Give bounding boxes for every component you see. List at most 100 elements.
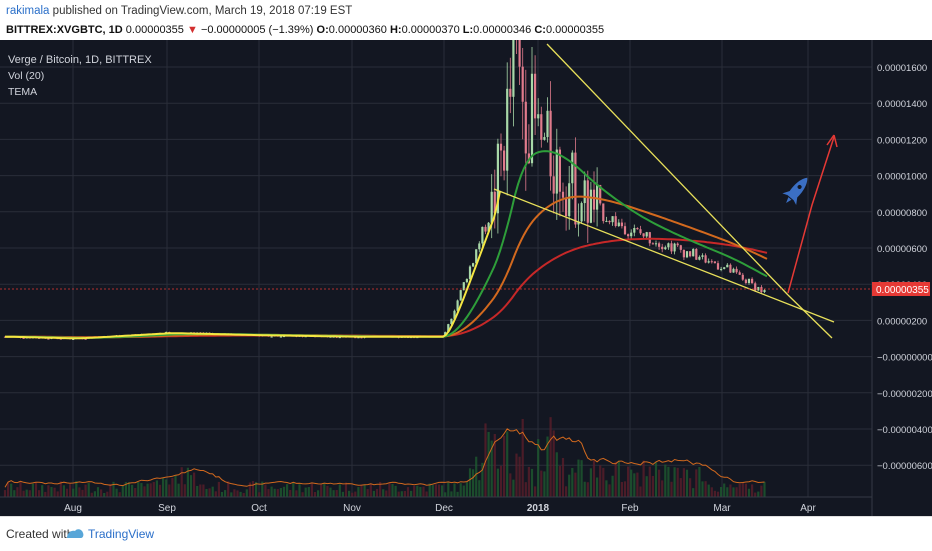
y-tick-label: 0.00000600 bbox=[877, 244, 927, 255]
candle-body bbox=[661, 246, 664, 250]
volume-bar bbox=[208, 488, 211, 497]
volume-bar bbox=[375, 488, 379, 497]
x-tick-label: Apr bbox=[800, 503, 816, 514]
volume-bar bbox=[490, 440, 493, 497]
volume-bar bbox=[462, 485, 465, 497]
volume-bar bbox=[589, 468, 592, 497]
volume-bar bbox=[47, 485, 50, 497]
volume-bar bbox=[713, 490, 716, 497]
volume-bar bbox=[270, 486, 273, 497]
candle-body bbox=[537, 114, 540, 119]
candle-body bbox=[747, 278, 751, 283]
candle-body bbox=[685, 251, 689, 258]
candle-body bbox=[357, 337, 360, 339]
volume-bar bbox=[524, 482, 527, 497]
volume-bar bbox=[444, 492, 447, 497]
volume-bar bbox=[25, 489, 28, 497]
volume-bar bbox=[267, 489, 270, 497]
volume-bar bbox=[571, 468, 574, 497]
volume-bar bbox=[534, 486, 537, 497]
price-axis[interactable] bbox=[872, 40, 932, 516]
candle-body bbox=[744, 279, 747, 283]
volume-bar bbox=[627, 466, 630, 497]
breakout-arrow[interactable] bbox=[787, 136, 835, 294]
tradingview-link[interactable]: TradingView bbox=[88, 527, 155, 541]
candle-body bbox=[490, 191, 493, 223]
volume-bar bbox=[7, 482, 10, 497]
volume-bar bbox=[72, 488, 75, 497]
upper-trendline-ext[interactable] bbox=[787, 294, 833, 339]
volume-bar bbox=[177, 483, 180, 497]
volume-bar bbox=[716, 491, 720, 497]
candle-body bbox=[592, 189, 596, 210]
volume-bar bbox=[617, 461, 620, 497]
candle-body bbox=[664, 247, 667, 250]
candle-body bbox=[530, 73, 534, 164]
candle-body bbox=[565, 197, 568, 217]
volume-bar bbox=[651, 475, 654, 497]
legend-vol: Vol (20) bbox=[8, 70, 44, 82]
volume-bar bbox=[698, 467, 701, 497]
upper-trendline[interactable] bbox=[546, 43, 789, 296]
candle-body bbox=[549, 110, 552, 177]
candle-body bbox=[282, 336, 286, 338]
volume-bar bbox=[307, 487, 310, 497]
chart-background bbox=[0, 40, 932, 516]
candle-body bbox=[704, 255, 707, 263]
volume-bar bbox=[639, 486, 642, 497]
created-with-text: Created with bbox=[6, 527, 74, 541]
candle-body bbox=[589, 189, 592, 223]
volume-bar bbox=[552, 430, 555, 497]
volume-bar bbox=[450, 491, 453, 497]
candle-body bbox=[456, 300, 459, 311]
volume-bar bbox=[366, 489, 369, 497]
chart-area[interactable]: 0.00001600 0.00001400 0.00001200 0.00001000… bbox=[0, 0, 932, 516]
volume-bar bbox=[558, 465, 561, 497]
volume-bar bbox=[236, 490, 239, 497]
volume-bar bbox=[645, 476, 648, 497]
volume-bar bbox=[360, 484, 363, 497]
volume-bar bbox=[751, 484, 754, 497]
volume-bar bbox=[62, 485, 65, 497]
volume-bar bbox=[403, 491, 406, 497]
volume-bar bbox=[127, 482, 131, 497]
x-tick-label: Oct bbox=[251, 503, 267, 514]
volume-bar bbox=[273, 488, 276, 497]
volume-bar bbox=[472, 469, 475, 497]
candle-body bbox=[645, 232, 648, 237]
volume-bar bbox=[183, 484, 186, 497]
candle-body bbox=[72, 338, 75, 340]
candle-body bbox=[689, 251, 692, 257]
volume-bar bbox=[388, 483, 391, 497]
candle-body bbox=[447, 324, 450, 333]
volume-bar bbox=[447, 481, 450, 497]
volume-bar bbox=[149, 483, 152, 497]
volume-bar bbox=[493, 434, 496, 497]
volume-bar bbox=[211, 486, 214, 497]
volume-bar bbox=[658, 469, 661, 497]
volume-bar bbox=[738, 483, 741, 497]
ohlc-header: BITTREX:XVGBTC, 1D 0.00000355 ▼ −0.00000… bbox=[6, 24, 604, 36]
x-axis-ticks: Aug Sep Oct Nov Dec 2018 Feb Mar Apr bbox=[64, 503, 816, 514]
volume-bar bbox=[326, 485, 329, 497]
candle-body bbox=[506, 88, 509, 171]
y-tick-label: 0.00001600 bbox=[877, 63, 927, 74]
volume-bar bbox=[81, 489, 84, 497]
volume-bar bbox=[220, 491, 224, 497]
volume-bar bbox=[140, 483, 143, 497]
volume-bar bbox=[146, 483, 149, 497]
candle-body bbox=[453, 310, 456, 319]
candle-body bbox=[360, 337, 363, 339]
candle-body bbox=[658, 243, 661, 247]
volume-bar bbox=[481, 462, 484, 497]
volume-bar bbox=[437, 484, 441, 497]
lower-trendline[interactable] bbox=[493, 188, 835, 323]
volume-bar bbox=[506, 431, 509, 497]
volume-bar bbox=[174, 474, 177, 497]
price-chart[interactable]: 0.00001600 0.00001400 0.00001200 0.00001000… bbox=[0, 0, 932, 516]
author-link[interactable]: rakimala bbox=[6, 5, 50, 17]
volume-bar bbox=[689, 478, 692, 497]
volume-bar bbox=[521, 418, 524, 497]
volume-bar bbox=[186, 467, 189, 497]
candle-body bbox=[695, 248, 698, 260]
